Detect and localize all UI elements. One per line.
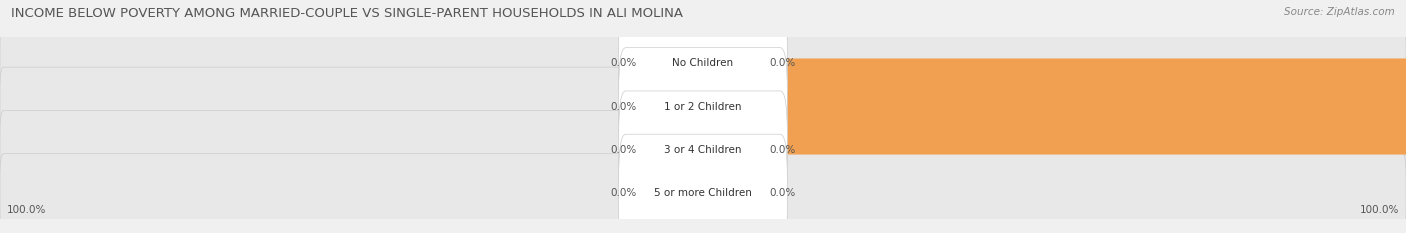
FancyBboxPatch shape <box>697 58 1406 154</box>
FancyBboxPatch shape <box>641 15 709 111</box>
Text: 0.0%: 0.0% <box>610 102 637 112</box>
FancyBboxPatch shape <box>697 102 765 198</box>
Text: 1 or 2 Children: 1 or 2 Children <box>664 102 742 112</box>
FancyBboxPatch shape <box>619 48 787 165</box>
Text: INCOME BELOW POVERTY AMONG MARRIED-COUPLE VS SINGLE-PARENT HOUSEHOLDS IN ALI MOL: INCOME BELOW POVERTY AMONG MARRIED-COUPL… <box>11 7 683 20</box>
Text: 100.0%: 100.0% <box>1360 205 1399 215</box>
FancyBboxPatch shape <box>619 91 787 209</box>
Text: No Children: No Children <box>672 58 734 68</box>
FancyBboxPatch shape <box>0 110 1406 189</box>
Text: 5 or more Children: 5 or more Children <box>654 188 752 198</box>
Text: 0.0%: 0.0% <box>610 58 637 68</box>
FancyBboxPatch shape <box>619 4 787 122</box>
FancyBboxPatch shape <box>641 102 709 198</box>
FancyBboxPatch shape <box>641 145 709 233</box>
FancyBboxPatch shape <box>0 24 1406 103</box>
FancyBboxPatch shape <box>641 58 709 154</box>
Text: 0.0%: 0.0% <box>770 145 796 155</box>
FancyBboxPatch shape <box>0 67 1406 146</box>
Text: 0.0%: 0.0% <box>610 188 637 198</box>
Text: 0.0%: 0.0% <box>610 145 637 155</box>
FancyBboxPatch shape <box>697 15 765 111</box>
Text: 3 or 4 Children: 3 or 4 Children <box>664 145 742 155</box>
Text: 0.0%: 0.0% <box>770 58 796 68</box>
FancyBboxPatch shape <box>619 134 787 233</box>
Text: Source: ZipAtlas.com: Source: ZipAtlas.com <box>1284 7 1395 17</box>
Text: 100.0%: 100.0% <box>7 205 46 215</box>
Text: 0.0%: 0.0% <box>770 188 796 198</box>
FancyBboxPatch shape <box>697 145 765 233</box>
FancyBboxPatch shape <box>0 154 1406 233</box>
